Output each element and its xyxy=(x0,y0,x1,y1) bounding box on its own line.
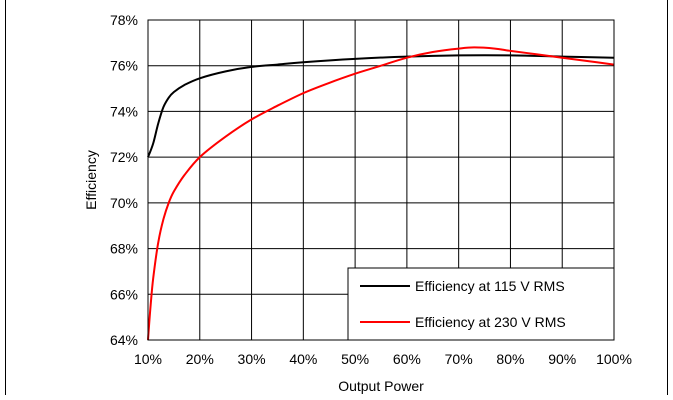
y-tick-labels: 64% 66% 68% 70% 72% 74% 76% 78% xyxy=(110,12,138,348)
legend: Efficiency at 115 V RMS Efficiency at 23… xyxy=(347,267,615,341)
x-tick-label: 50% xyxy=(341,351,369,367)
series-layer xyxy=(147,46,615,341)
x-tick-label: 40% xyxy=(289,351,317,367)
legend-label-230v: Efficiency at 230 V RMS xyxy=(415,314,566,330)
x-axis-label: Output Power xyxy=(338,378,424,394)
y-tick-label: 78% xyxy=(110,12,138,28)
y-tick-label: 68% xyxy=(110,241,138,257)
y-tick-label: 70% xyxy=(110,195,138,211)
y-axis-label: Efficiency xyxy=(83,150,99,210)
y-tick-label: 66% xyxy=(110,286,138,302)
x-tick-label: 30% xyxy=(238,351,266,367)
y-tick-label: 72% xyxy=(110,149,138,165)
x-tick-label: 60% xyxy=(393,351,421,367)
legend-box xyxy=(347,267,615,341)
y-tick-label: 74% xyxy=(110,103,138,119)
x-tick-label: 20% xyxy=(186,351,214,367)
x-tick-label: 70% xyxy=(445,351,473,367)
x-tick-label: 10% xyxy=(134,351,162,367)
x-tick-label: 100% xyxy=(596,351,632,367)
legend-label-115v: Efficiency at 115 V RMS xyxy=(415,278,565,294)
y-tick-label: 76% xyxy=(110,58,138,74)
x-tick-label: 90% xyxy=(548,351,576,367)
series-line-230v xyxy=(147,46,615,341)
x-tick-label: 80% xyxy=(496,351,524,367)
x-tick-labels: 10% 20% 30% 40% 50% 60% 70% 80% 90% 100% xyxy=(134,351,632,367)
y-tick-label: 64% xyxy=(110,332,138,348)
series-line-115v xyxy=(147,54,615,158)
